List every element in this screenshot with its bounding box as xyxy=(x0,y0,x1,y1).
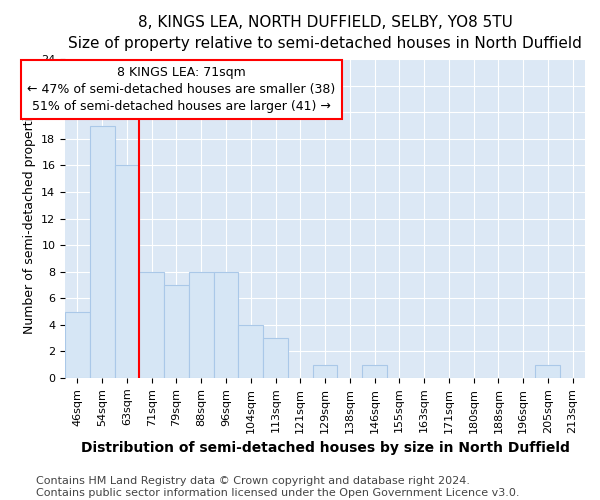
Bar xyxy=(313,364,337,378)
Text: Contains HM Land Registry data © Crown copyright and database right 2024.
Contai: Contains HM Land Registry data © Crown c… xyxy=(36,476,520,498)
X-axis label: Distribution of semi-detached houses by size in North Duffield: Distribution of semi-detached houses by … xyxy=(80,441,569,455)
Bar xyxy=(115,166,139,378)
Bar xyxy=(90,126,115,378)
Bar xyxy=(164,285,189,378)
Text: 8 KINGS LEA: 71sqm
← 47% of semi-detached houses are smaller (38)
51% of semi-de: 8 KINGS LEA: 71sqm ← 47% of semi-detache… xyxy=(27,66,335,113)
Bar xyxy=(362,364,387,378)
Bar xyxy=(189,272,214,378)
Title: 8, KINGS LEA, NORTH DUFFIELD, SELBY, YO8 5TU
Size of property relative to semi-d: 8, KINGS LEA, NORTH DUFFIELD, SELBY, YO8… xyxy=(68,15,582,51)
Y-axis label: Number of semi-detached properties: Number of semi-detached properties xyxy=(23,103,35,334)
Bar xyxy=(238,325,263,378)
Bar xyxy=(65,312,90,378)
Bar xyxy=(263,338,288,378)
Bar xyxy=(535,364,560,378)
Bar xyxy=(214,272,238,378)
Bar xyxy=(139,272,164,378)
